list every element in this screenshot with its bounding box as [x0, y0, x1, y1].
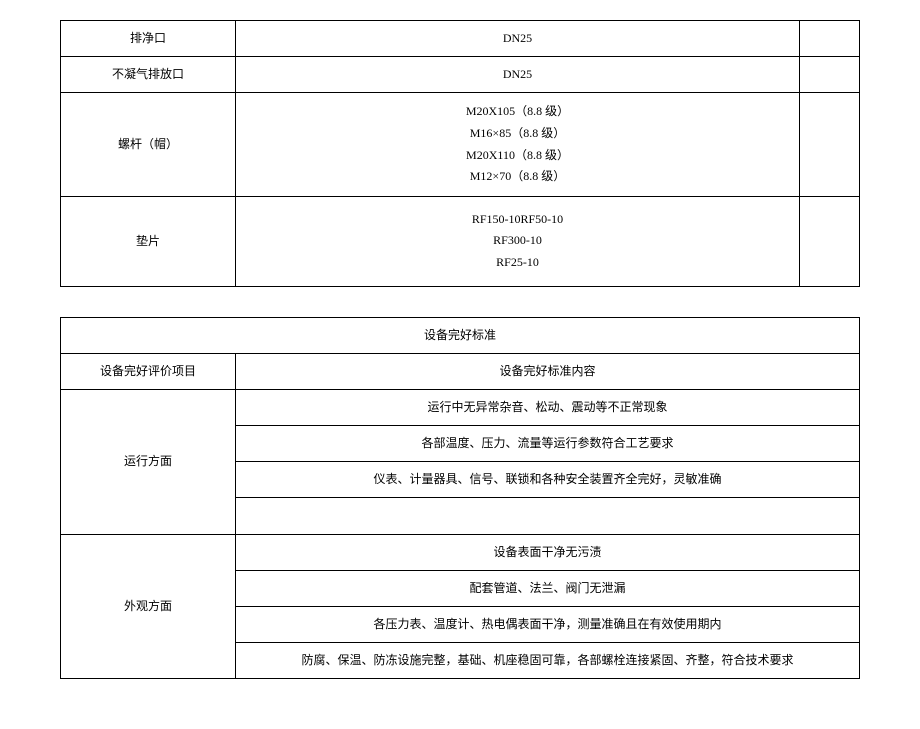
section-item: [236, 498, 860, 534]
value-line: M12×70（8.8 级）: [470, 169, 565, 183]
row-empty: [800, 21, 860, 57]
table-header-row: 设备完好评价项目 设备完好标准内容: [61, 353, 860, 389]
table-row: 排净口 DN25: [61, 21, 860, 57]
table-title: 设备完好标准: [61, 317, 860, 353]
value-line: M20X110（8.8 级）: [466, 148, 569, 162]
section-label: 运行方面: [61, 389, 236, 534]
row-label: 垫片: [61, 196, 236, 286]
row-empty: [800, 57, 860, 93]
specification-table: 排净口 DN25 不凝气排放口 DN25 螺杆（帽） M20X105（8.8 级…: [60, 20, 860, 287]
row-label: 不凝气排放口: [61, 57, 236, 93]
value-line: M16×85（8.8 级）: [470, 126, 565, 140]
row-value: RF150-10RF50-10 RF300-10 RF25-10: [236, 196, 800, 286]
section-item: 配套管道、法兰、阀门无泄漏: [236, 570, 860, 606]
table-row: 螺杆（帽） M20X105（8.8 级） M16×85（8.8 级） M20X1…: [61, 93, 860, 196]
table-row: 不凝气排放口 DN25: [61, 57, 860, 93]
value-line: M20X105（8.8 级）: [466, 104, 569, 118]
section-item: 运行中无异常杂音、松动、震动等不正常现象: [236, 389, 860, 425]
row-value: DN25: [236, 57, 800, 93]
value-line: RF25-10: [496, 255, 539, 269]
section-item: 仪表、计量器具、信号、联锁和各种安全装置齐全完好，灵敏准确: [236, 462, 860, 498]
section-item: 设备表面干净无污渍: [236, 534, 860, 570]
row-label: 排净口: [61, 21, 236, 57]
section-item: 各部温度、压力、流量等运行参数符合工艺要求: [236, 426, 860, 462]
header-col2: 设备完好标准内容: [236, 353, 860, 389]
table-row: 外观方面 设备表面干净无污渍: [61, 534, 860, 570]
row-label: 螺杆（帽）: [61, 93, 236, 196]
table-title-row: 设备完好标准: [61, 317, 860, 353]
row-value: DN25: [236, 21, 800, 57]
table-row: 垫片 RF150-10RF50-10 RF300-10 RF25-10: [61, 196, 860, 286]
value-line: RF300-10: [493, 233, 542, 247]
section-label: 外观方面: [61, 534, 236, 679]
row-empty: [800, 196, 860, 286]
header-col1: 设备完好评价项目: [61, 353, 236, 389]
section-item: 各压力表、温度计、热电偶表面干净，测量准确且在有效使用期内: [236, 607, 860, 643]
table-row: 运行方面 运行中无异常杂音、松动、震动等不正常现象: [61, 389, 860, 425]
standards-table: 设备完好标准 设备完好评价项目 设备完好标准内容 运行方面 运行中无异常杂音、松…: [60, 317, 860, 680]
value-line: RF150-10RF50-10: [472, 212, 563, 226]
row-empty: [800, 93, 860, 196]
row-value: M20X105（8.8 级） M16×85（8.8 级） M20X110（8.8…: [236, 93, 800, 196]
section-item: 防腐、保温、防冻设施完整，基础、机座稳固可靠，各部螺栓连接紧固、齐整，符合技术要…: [236, 643, 860, 679]
